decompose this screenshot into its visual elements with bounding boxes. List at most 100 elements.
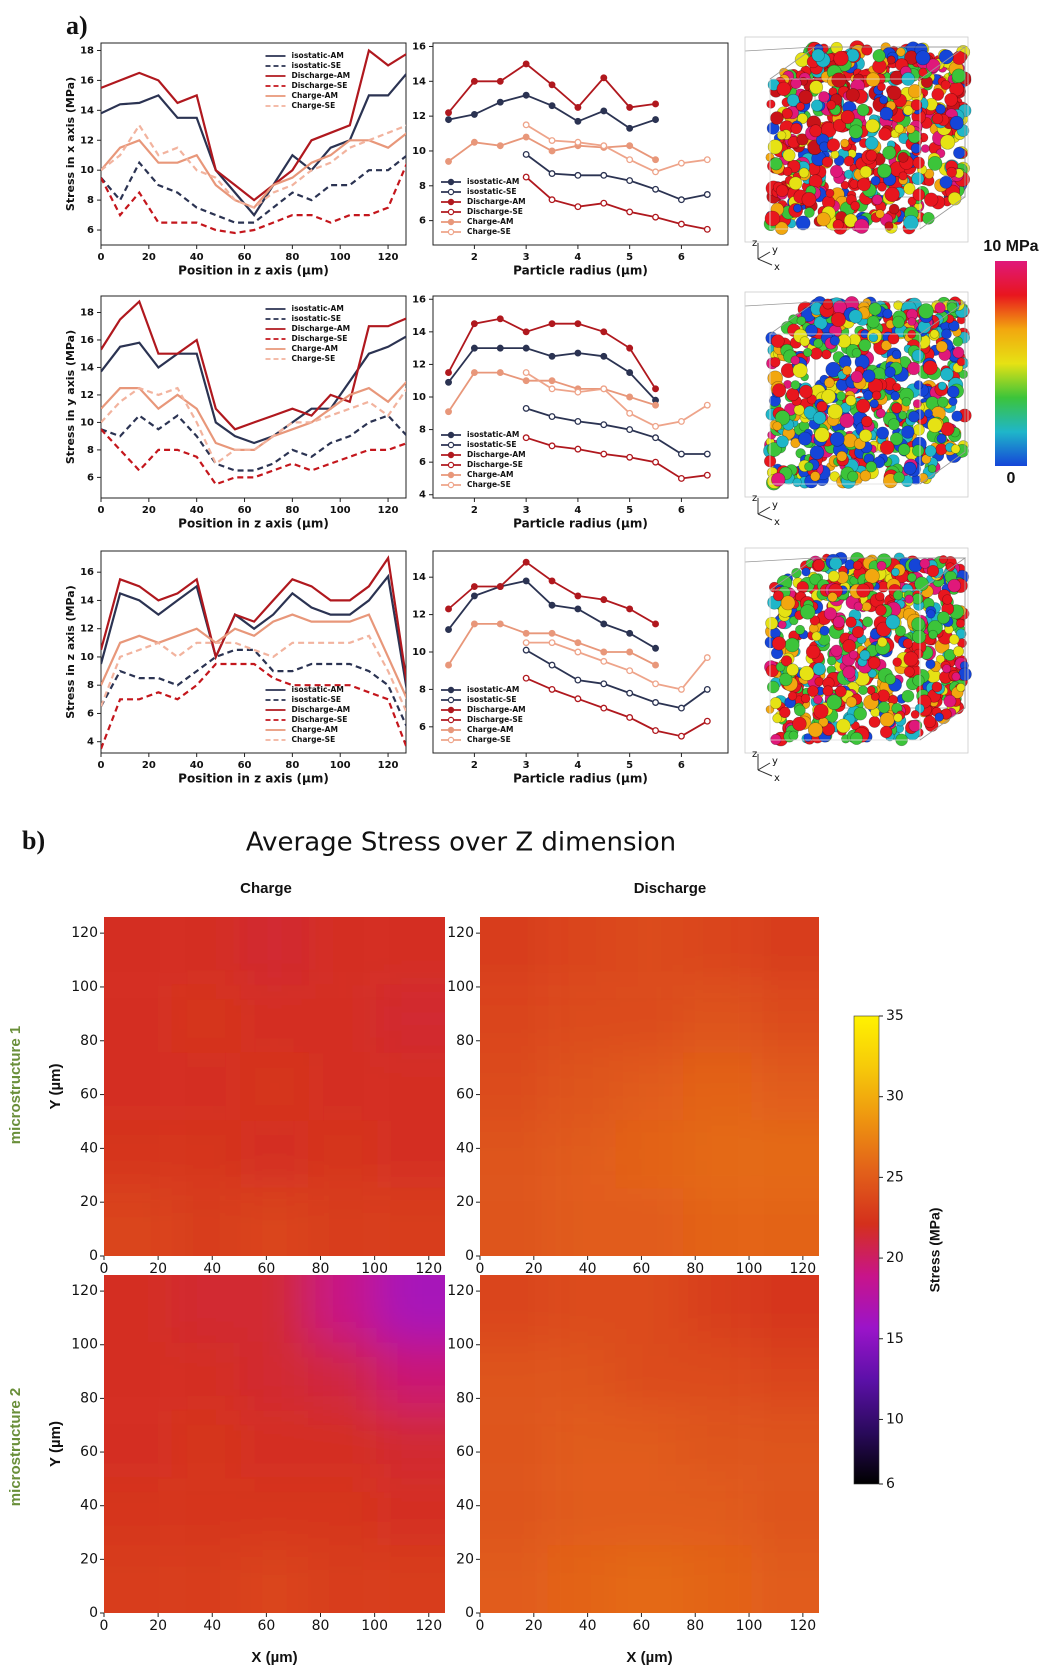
series-line [101, 72, 406, 217]
series-group [445, 60, 711, 233]
heatmap-cell [376, 1275, 445, 1343]
x-tick-label: 120 [415, 1618, 442, 1634]
y-tick-label: 120 [447, 925, 474, 941]
particle [891, 402, 903, 414]
particle [870, 692, 880, 701]
legend-label: Charge-SE [467, 227, 511, 236]
particle [842, 639, 856, 653]
particle [822, 298, 834, 310]
particle [956, 357, 966, 367]
x-tick-label: 6 [678, 760, 685, 771]
heatmap-cell [308, 917, 377, 985]
particle [912, 423, 925, 436]
particle [810, 347, 823, 360]
particle [903, 651, 919, 667]
cube-box [744, 547, 969, 754]
particle [764, 210, 781, 227]
series-marker [600, 450, 608, 458]
particle [775, 662, 786, 672]
legend-label: Charge-AM [292, 91, 338, 100]
series-group [101, 555, 406, 750]
legend-label: isostatic-SE [467, 440, 517, 449]
heatmap-cell [376, 1342, 445, 1411]
particle [852, 560, 863, 571]
series-marker [522, 60, 530, 68]
series-marker [626, 103, 634, 111]
particle [867, 668, 877, 679]
x-tick-label: 0 [100, 1618, 109, 1634]
heatmap-cell [547, 1275, 616, 1343]
particle [903, 214, 919, 231]
particle [826, 655, 837, 666]
series-marker [574, 648, 582, 656]
particle [884, 221, 894, 231]
particle [859, 649, 871, 661]
heatmap-cell [547, 917, 616, 985]
heatmap-cell [480, 1410, 548, 1478]
heatmap-cell [683, 917, 752, 985]
y-tick-label: 8 [87, 680, 94, 691]
particle [823, 607, 837, 621]
series-marker [445, 408, 452, 416]
x-tick-label: 80 [285, 760, 299, 771]
series-marker [652, 401, 659, 409]
y-tick-label: 20 [80, 1551, 98, 1567]
x-tick-label: 40 [203, 1618, 221, 1634]
panel-label: b) [22, 826, 45, 855]
axis-triad-label: z [752, 749, 757, 760]
particle [822, 685, 834, 697]
series-marker [703, 401, 711, 409]
heatmap-cell [480, 1342, 548, 1411]
x-tick-label: 80 [285, 252, 299, 263]
particle [892, 589, 904, 601]
y-tick-label: 12 [412, 610, 426, 621]
legend-label: Charge-AM [292, 725, 338, 734]
particle [935, 443, 948, 456]
particle [781, 108, 793, 120]
y-tick-label: 60 [80, 1087, 98, 1103]
particle [887, 418, 900, 431]
particle [813, 411, 827, 425]
particle [911, 444, 925, 457]
series-marker [574, 138, 582, 146]
particle [792, 716, 807, 732]
y-tick-label: 0 [89, 1248, 98, 1264]
heatmap-cell [683, 1342, 752, 1411]
y-tick-label: 40 [456, 1140, 474, 1156]
series-line [525, 371, 708, 428]
series-line [101, 414, 406, 472]
series-group [445, 315, 711, 482]
column-title: Charge [240, 880, 292, 897]
series-marker [470, 344, 478, 352]
heatmap-cell [172, 1120, 241, 1189]
heatmap-cell [104, 1052, 173, 1121]
y-tick-label: 100 [447, 979, 474, 995]
legend-marker [447, 471, 455, 479]
heatmap-cell [480, 1120, 548, 1189]
particle [903, 666, 915, 678]
heatmap-cell [615, 1477, 684, 1546]
series-marker [626, 629, 634, 637]
series-marker [626, 667, 634, 675]
particle [775, 184, 789, 198]
particle [940, 79, 951, 90]
particle [919, 558, 931, 569]
particle [935, 654, 946, 664]
particle [901, 425, 915, 439]
series-marker [600, 171, 608, 179]
series-marker [522, 344, 530, 352]
x-tick-label: 120 [378, 760, 399, 771]
particle [813, 338, 824, 349]
heatmap-cell [683, 1188, 752, 1256]
series-marker [496, 77, 504, 85]
series-line [101, 48, 406, 202]
particle [911, 172, 925, 186]
legend-marker [447, 726, 455, 734]
series-group [101, 48, 406, 235]
x-tick-label: 80 [285, 505, 299, 516]
cube-colorbar-max: 10 MPa [983, 238, 1038, 255]
y-tick-label: 12 [412, 359, 426, 370]
particle [850, 731, 864, 745]
heatmap-cell [172, 917, 241, 985]
